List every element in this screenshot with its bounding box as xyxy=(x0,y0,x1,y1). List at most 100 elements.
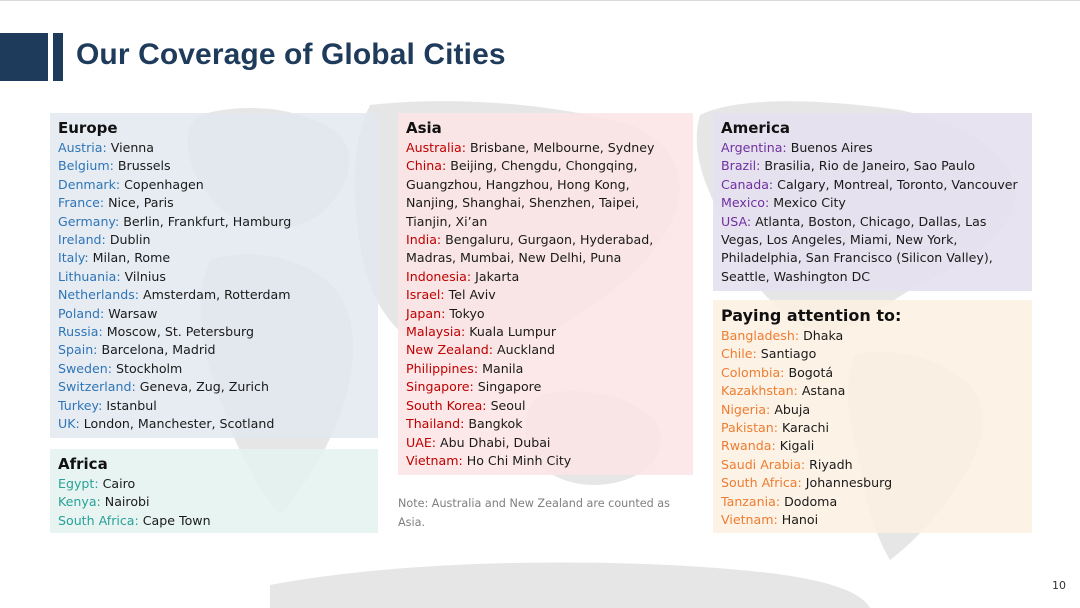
africa-title: Africa xyxy=(58,455,108,473)
list-item: Indonesia: Jakarta xyxy=(406,268,685,286)
list-item: Australia: Brisbane, Melbourne, Sydney xyxy=(406,139,685,157)
city-list: Vilnius xyxy=(120,268,166,284)
list-item: Thailand: Bangkok xyxy=(406,415,685,433)
list-item: Madras, Mumbai, New Delhi, Puna xyxy=(406,249,685,267)
title-accent-bar xyxy=(53,33,63,81)
list-item: Nigeria: Abuja xyxy=(721,401,1024,419)
list-item: Poland: Warsaw xyxy=(58,305,370,323)
country-label: Russia: xyxy=(58,324,103,340)
city-list: Vegas, Los Angeles, Miami, New York, xyxy=(721,232,958,248)
list-item: Japan: Tokyo xyxy=(406,305,685,323)
city-list: Auckland xyxy=(493,342,556,358)
city-list: Bangkok xyxy=(464,416,523,432)
list-item: Lithuania: Vilnius xyxy=(58,268,370,286)
list-item: New Zealand: Auckland xyxy=(406,341,685,359)
list-item: Rwanda: Kigali xyxy=(721,437,1024,455)
america-list: Argentina: Buenos Aires Brazil: Brasilia… xyxy=(721,139,1024,286)
country-label: Australia: xyxy=(406,140,466,155)
list-item: Israel: Tel Aviv xyxy=(406,286,685,304)
list-item: China: Beijing, Chengdu, Chongqing, xyxy=(406,157,685,175)
list-item: Netherlands: Amsterdam, Rotterdam xyxy=(58,286,370,304)
country-label: USA: xyxy=(721,213,752,229)
city-list: Bengaluru, Gurgaon, Hyderabad, xyxy=(441,232,654,248)
city-list: Johannesburg xyxy=(801,475,893,491)
europe-list: Austria: Vienna Belgium: Brussels Denmar… xyxy=(58,139,370,434)
europe-title: Europe xyxy=(58,119,118,137)
city-list: Jakarta xyxy=(471,268,520,284)
country-label: Italy: xyxy=(58,250,89,266)
city-list: Madras, Mumbai, New Delhi, Puna xyxy=(406,250,622,266)
list-item: Singapore: Singapore xyxy=(406,378,685,396)
country-label: Malaysia: xyxy=(406,324,466,340)
country-label: Kenya: xyxy=(58,494,101,510)
country-label: Japan: xyxy=(406,305,446,321)
city-list: Brussels xyxy=(113,158,171,174)
city-list: Dublin xyxy=(105,232,151,248)
country-label: Denmark: xyxy=(58,176,121,192)
country-label: Colombia: xyxy=(721,364,785,380)
list-item: Tianjin, Xi’an xyxy=(406,213,685,231)
city-list: Singapore xyxy=(473,379,542,395)
list-item: UAE: Abu Dhabi, Dubai xyxy=(406,434,685,452)
city-list: Calgary, Montreal, Toronto, Vancouver xyxy=(773,176,1018,192)
city-list: Barcelona, Madrid xyxy=(97,342,216,358)
list-item: Argentina: Buenos Aires xyxy=(721,139,1024,157)
city-list: Bogotá xyxy=(784,364,834,380)
list-item: Vietnam: Hanoi xyxy=(721,511,1024,529)
city-list: Berlin, Frankfurt, Hamburg xyxy=(119,213,292,229)
list-item: Russia: Moscow, St. Petersburg xyxy=(58,323,370,341)
list-item: Philadelphia, San Francisco (Silicon Val… xyxy=(721,249,1024,267)
america-title: America xyxy=(721,119,790,137)
city-list: Brasilia, Rio de Janeiro, Sao Paulo xyxy=(760,158,976,174)
list-item: Switzerland: Geneva, Zug, Zurich xyxy=(58,378,370,396)
page-title: Our Coverage of Global Cities xyxy=(76,38,506,71)
asia-list: Australia: Brisbane, Melbourne, Sydney C… xyxy=(406,139,685,470)
city-list: Nanjing, Shanghai, Shenzhen, Taipei, xyxy=(406,195,640,211)
city-list: Seattle, Washington DC xyxy=(721,268,871,284)
asia-title: Asia xyxy=(406,119,442,137)
africa-panel: Africa Egypt: Cairo Kenya: Nairobi South… xyxy=(50,449,378,533)
city-list: London, Manchester, Scotland xyxy=(79,416,275,432)
country-label: Austria: xyxy=(58,140,107,155)
list-item: Guangzhou, Hangzhou, Hong Kong, xyxy=(406,176,685,194)
city-list: Cairo xyxy=(98,476,136,491)
country-label: Singapore: xyxy=(406,379,474,395)
city-list: Mexico City xyxy=(769,195,846,211)
list-item: Kenya: Nairobi xyxy=(58,493,370,511)
country-label: Brazil: xyxy=(721,158,761,174)
country-label: Lithuania: xyxy=(58,268,121,284)
list-item: Nanjing, Shanghai, Shenzhen, Taipei, xyxy=(406,194,685,212)
list-item: Canada: Calgary, Montreal, Toronto, Vanc… xyxy=(721,176,1024,194)
city-list: Tokyo xyxy=(445,305,485,321)
city-list: Brisbane, Melbourne, Sydney xyxy=(465,140,655,155)
country-label: China: xyxy=(406,158,447,174)
list-item: India: Bengaluru, Gurgaon, Hyderabad, xyxy=(406,231,685,249)
city-list: Dhaka xyxy=(799,328,844,343)
list-item: Malaysia: Kuala Lumpur xyxy=(406,323,685,341)
footnote: Note: Australia and New Zealand are coun… xyxy=(398,497,670,529)
city-list: Geneva, Zug, Zurich xyxy=(135,379,269,395)
country-label: Mexico: xyxy=(721,195,770,211)
country-label: Belgium: xyxy=(58,158,114,174)
country-label: Thailand: xyxy=(406,416,465,432)
country-label: Ireland: xyxy=(58,232,106,248)
city-list: Beijing, Chengdu, Chongqing, xyxy=(446,158,638,174)
country-label: South Korea: xyxy=(406,397,487,413)
europe-panel: Europe Austria: Vienna Belgium: Brussels… xyxy=(50,113,378,438)
list-item: South Africa: Cape Town xyxy=(58,512,370,530)
city-list: Santiago xyxy=(756,346,817,362)
city-list: Guangzhou, Hangzhou, Hong Kong, xyxy=(406,176,630,192)
country-label: Kazakhstan: xyxy=(721,383,798,399)
city-list: Milan, Rome xyxy=(88,250,171,266)
list-item: South Korea: Seoul xyxy=(406,397,685,415)
list-item: Kazakhstan: Astana xyxy=(721,382,1024,400)
city-list: Riyadh xyxy=(805,456,853,472)
city-list: Copenhagen xyxy=(120,176,204,192)
attention-panel: Paying attention to: Bangladesh: Dhaka C… xyxy=(713,300,1032,533)
country-label: Bangladesh: xyxy=(721,328,800,343)
attention-title: Paying attention to: xyxy=(721,306,902,325)
list-item: Tanzania: Dodoma xyxy=(721,493,1024,511)
country-label: South Africa: xyxy=(721,475,802,491)
city-list: Warsaw xyxy=(104,305,158,321)
city-list: Abu Dhabi, Dubai xyxy=(436,434,551,450)
